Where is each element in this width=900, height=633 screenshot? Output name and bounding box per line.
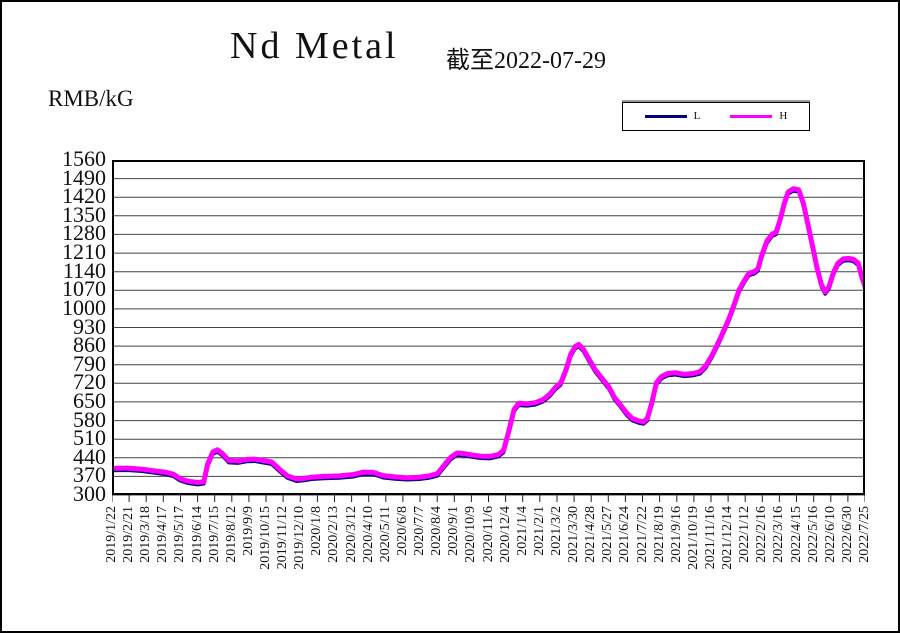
x-tick-label: 2019/8/12 <box>223 506 239 563</box>
y-tick-label: 440 <box>73 443 106 469</box>
legend-label-h: H <box>779 110 788 122</box>
y-tick-label: 930 <box>73 313 106 339</box>
x-tick-label: 2019/5/17 <box>172 506 188 563</box>
x-tick-label: 2021/6/24 <box>617 506 633 563</box>
x-tick-label: 2021/9/16 <box>668 506 684 563</box>
x-tick-label: 2019/7/15 <box>206 506 222 563</box>
y-tick-label: 650 <box>73 387 106 413</box>
x-tick-label: 2019/10/15 <box>258 506 274 570</box>
x-tick-label: 2022/1/12 <box>737 506 753 563</box>
x-tick-label: 2022/2/16 <box>754 506 770 563</box>
x-tick-label: 2021/1/4 <box>514 506 530 556</box>
x-tick-label: 2022/7/25 <box>857 506 872 563</box>
x-tick-label: 2019/2/21 <box>121 506 137 563</box>
y-axis-unit-label: RMB/kG <box>48 86 134 111</box>
page-title: Nd Metal <box>230 25 399 67</box>
x-tick-label: 2020/5/11 <box>377 506 393 563</box>
x-tick-label: 2022/6/10 <box>822 506 838 563</box>
x-tick-label: 2019/3/18 <box>138 506 154 563</box>
y-tick-label: 580 <box>73 406 106 432</box>
h-series-line-swatch <box>730 115 773 118</box>
y-tick-label: 1000 <box>62 294 106 320</box>
x-tick-label: 2020/1/8 <box>309 506 325 556</box>
x-tick-label: 2022/4/15 <box>788 506 804 563</box>
x-tick-label: 2020/9/1 <box>446 506 462 556</box>
x-tick-label: 2019/9/9 <box>240 506 256 556</box>
y-tick-label: 1350 <box>62 201 106 227</box>
x-tick-label: 2022/6/30 <box>839 506 855 563</box>
x-tick-label: 2020/3/12 <box>343 506 359 563</box>
x-tick-label: 2022/3/16 <box>771 506 787 563</box>
y-tick-label: 1140 <box>62 257 106 283</box>
plot-border <box>112 160 865 495</box>
y-tick-label: 860 <box>73 332 106 358</box>
x-tick-label: 2019/12/10 <box>292 506 308 570</box>
legend-item-h: H <box>730 111 787 122</box>
x-tick-label: 2021/4/28 <box>583 506 599 563</box>
y-tick-label: 1560 <box>62 146 106 171</box>
x-tick-label: 2020/11/6 <box>480 506 496 563</box>
y-tick-label: 720 <box>73 369 106 395</box>
y-tick-label: 1210 <box>62 239 106 265</box>
y-tick-label: 300 <box>73 481 106 506</box>
x-tick-label: 2020/8/4 <box>429 506 445 556</box>
chart-svg <box>109 159 868 502</box>
x-tick-label: 2020/12/4 <box>497 506 513 563</box>
x-tick-label: 2021/3/30 <box>566 506 582 563</box>
x-tick-label: 2021/2/1 <box>531 506 547 556</box>
series-line-H <box>109 186 868 485</box>
x-tick-label: 2021/12/14 <box>720 506 736 570</box>
x-tick-label: 2021/10/19 <box>685 506 701 570</box>
y-tick-label: 1070 <box>62 276 106 302</box>
legend-item-l: L <box>644 110 701 122</box>
x-tick-label: 2021/8/19 <box>651 506 667 563</box>
x-tick-label: 2021/7/22 <box>634 506 650 563</box>
asof-date-label: 截至2022-07-29 <box>446 48 606 74</box>
x-tick-label: 2020/4/10 <box>360 506 376 563</box>
x-tick-label: 2020/2/13 <box>326 506 342 563</box>
y-tick-label: 1420 <box>62 183 106 209</box>
plot-area <box>109 159 868 503</box>
x-tick-label: 2021/3/2 <box>548 506 564 556</box>
y-tick-label: 510 <box>73 425 106 451</box>
x-tick-label: 2022/5/16 <box>805 506 821 563</box>
y-tick-label: 1490 <box>62 164 106 190</box>
y-tick-label: 790 <box>73 350 106 376</box>
x-tick-label: 2019/4/17 <box>155 506 171 563</box>
y-tick-label: 370 <box>73 462 106 488</box>
x-tick-label: 2019/11/12 <box>275 506 291 570</box>
x-tick-label: 2019/6/14 <box>189 506 205 563</box>
x-tick-label: 2021/5/27 <box>600 506 616 563</box>
x-tick-label: 2019/1/22 <box>104 506 119 563</box>
y-tick-label: 1280 <box>62 220 106 246</box>
legend-label-l: L <box>693 110 701 122</box>
x-tick-label: 2020/10/9 <box>463 506 479 563</box>
x-tick-label: 2021/11/16 <box>702 506 718 570</box>
legend-box: L H <box>622 102 810 131</box>
x-tick-label: 2020/7/7 <box>412 506 428 556</box>
l-series-line-swatch <box>644 115 687 118</box>
x-tick-label: 2020/6/8 <box>394 506 410 556</box>
